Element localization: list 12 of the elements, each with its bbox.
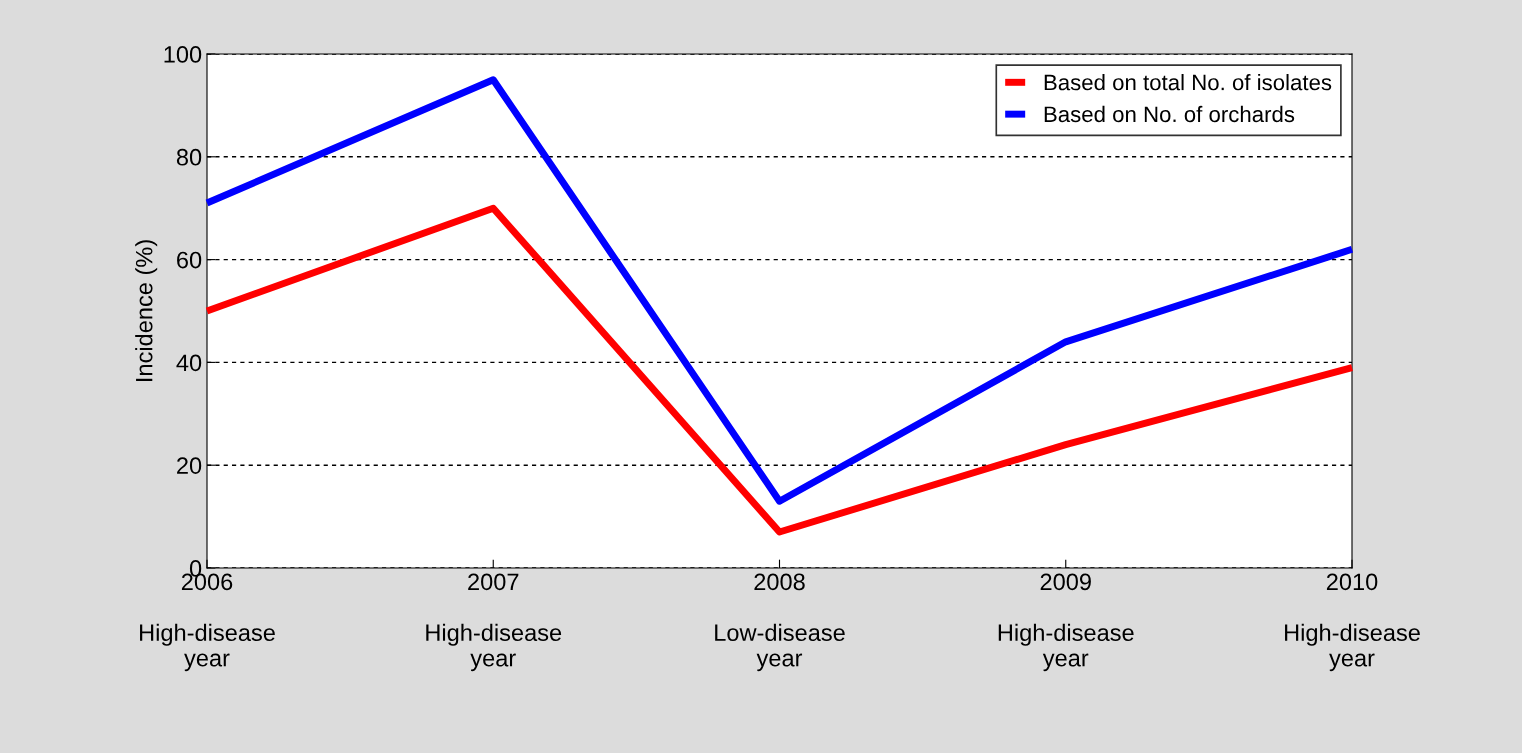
y-tick-label: 40 — [176, 354, 202, 372]
category-label: 2010 High-disease year — [1285, 573, 1420, 672]
y-tick-label: 20 — [177, 457, 202, 474]
y-tick-label: 100 — [164, 46, 202, 63]
category-label: 2008 Low-disease year — [715, 573, 845, 672]
y-axis-title: Incidence (%) — [135, 240, 158, 381]
y-tick-label: 60 — [177, 251, 202, 269]
y-tick-label: 80 — [176, 148, 202, 166]
legend-label: Based on total No. of isolates — [1044, 74, 1332, 91]
category-label: 2007 High-disease year — [426, 573, 562, 672]
category-label: 2009 High-disease year — [998, 573, 1134, 672]
legend-label: Based on No. of orchards — [1044, 105, 1295, 123]
